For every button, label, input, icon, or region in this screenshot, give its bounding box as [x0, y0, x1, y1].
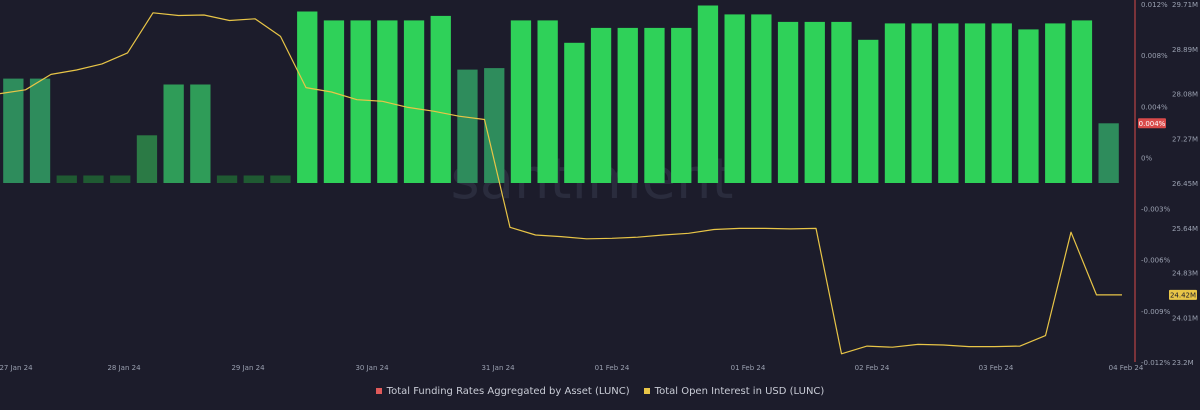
open-interest-axis-tick-label: 25.64M	[1172, 225, 1198, 233]
legend-item-funding[interactable]: Total Funding Rates Aggregated by Asset …	[375, 385, 630, 397]
open-interest-value-badge	[1169, 289, 1197, 300]
funding-axis-tick-label: -0.003%	[1141, 206, 1171, 214]
x-axis-tick-label: 02 Feb 24	[855, 364, 890, 372]
funding-bar	[403, 20, 425, 184]
legend-item-open-interest[interactable]: Total Open Interest in USD (LUNC)	[643, 385, 825, 397]
funding-bar	[110, 175, 131, 183]
funding-bar	[938, 23, 959, 184]
funding-bar	[884, 23, 906, 184]
funding-bar	[777, 21, 799, 184]
funding-rate-bars	[3, 5, 1119, 184]
funding-bar	[1071, 20, 1093, 184]
open-interest-value-badge-label: 24.42M	[1170, 291, 1196, 299]
open-interest-axis-tick-label: 28.08M	[1172, 91, 1198, 99]
funding-axis-tick-label: -0.012%	[1141, 359, 1171, 367]
funding-bar	[831, 21, 852, 184]
open-interest-line	[0, 12, 1122, 355]
open-interest-axis-tick-label: 27.27M	[1172, 135, 1198, 143]
funding-bar	[537, 20, 558, 184]
funding-bar	[564, 42, 585, 183]
open-interest-axis-tick-label: 28.89M	[1172, 46, 1198, 54]
funding-bar	[1045, 23, 1066, 184]
funding-bar	[83, 175, 104, 183]
x-axis-tick-label: 28 Jan 24	[107, 364, 141, 372]
legend-swatch-funding	[375, 388, 382, 394]
x-axis-tick-label: 01 Feb 24	[595, 364, 630, 372]
funding-value-badge	[1138, 118, 1166, 129]
funding-bar	[617, 27, 638, 184]
funding-bar	[484, 68, 505, 183]
x-axis-tick-label: 30 Jan 24	[355, 364, 389, 372]
funding-axis-tick-label: 0.008%	[1141, 52, 1168, 60]
open-interest-axis: 29.71M 28.89M 28.08M 27.27M 26.45M 25.64M 24.8…	[1172, 1, 1198, 367]
funding-bar	[216, 175, 238, 183]
funding-bar	[858, 39, 879, 183]
funding-bar	[243, 175, 264, 183]
funding-bar	[590, 27, 612, 184]
funding-bar	[377, 20, 398, 184]
funding-axis-tick-label: 0.012%	[1141, 1, 1168, 9]
open-interest-axis-tick-label: 26.45M	[1172, 180, 1198, 188]
x-axis-tick-label: 03 Feb 24	[979, 364, 1014, 372]
legend-label-funding: Total Funding Rates Aggregated by Asset …	[386, 385, 630, 397]
funding-bar	[644, 27, 665, 184]
legend-label-open-interest: Total Open Interest in USD (LUNC)	[654, 385, 825, 397]
legend: Total Funding Rates Aggregated by Asset …	[0, 381, 1200, 401]
funding-bar	[911, 23, 932, 184]
funding-bar	[350, 20, 371, 184]
funding-bar	[190, 84, 211, 183]
funding-axis-tick-label: -0.006%	[1141, 257, 1171, 265]
funding-bar	[671, 27, 692, 184]
funding-bar	[136, 135, 158, 183]
open-interest-line-layer	[0, 12, 1122, 355]
open-interest-axis-tick-label: 29.71M	[1172, 1, 1198, 9]
value-badges: 0.004% 24.42M	[1138, 118, 1197, 300]
open-interest-axis-tick-label: 24.01M	[1172, 314, 1198, 322]
funding-bar	[29, 78, 51, 183]
funding-axis-tick-label: 0%	[1141, 154, 1152, 162]
legend-swatch-open-interest	[643, 388, 650, 394]
funding-bar	[964, 23, 986, 184]
funding-bar	[697, 5, 719, 183]
x-axis-tick-label: 27 Jan 24	[0, 364, 33, 372]
funding-bar	[297, 11, 318, 183]
x-axis: 27 Jan 24 28 Jan 24 29 Jan 24 30 Jan 24 31 J…	[0, 364, 1144, 372]
funding-bar	[1098, 123, 1119, 183]
funding-bar	[1018, 29, 1039, 184]
funding-value-badge-label: 0.004%	[1139, 120, 1166, 128]
funding-axis-tick-label: -0.009%	[1141, 308, 1171, 316]
funding-bar	[270, 175, 291, 183]
funding-bar	[991, 23, 1012, 184]
funding-bar	[724, 14, 745, 184]
funding-axis-tick-label: 0.004%	[1141, 103, 1168, 111]
funding-bar	[510, 20, 532, 184]
funding-bar	[323, 20, 345, 184]
x-axis-tick-label: 31 Jan 24	[481, 364, 515, 372]
funding-bar	[457, 69, 478, 183]
x-axis-tick-label: 01 Feb 24	[731, 364, 766, 372]
funding-bar	[56, 175, 77, 183]
funding-bar	[3, 78, 24, 183]
funding-bar	[163, 84, 184, 183]
x-axis-tick-label: 04 Feb 24	[1109, 364, 1144, 372]
funding-rate-axis: 0.012% 0.008% 0.004% 0% -0.003% -0.006% -0.009…	[1141, 1, 1171, 367]
open-interest-axis-tick-label: 24.83M	[1172, 270, 1198, 278]
funding-bar	[804, 21, 825, 184]
funding-bar	[751, 14, 772, 184]
x-axis-tick-label: 29 Jan 24	[231, 364, 265, 372]
open-interest-axis-tick-label: 23.2M	[1172, 359, 1194, 367]
funding-bar	[430, 15, 451, 184]
